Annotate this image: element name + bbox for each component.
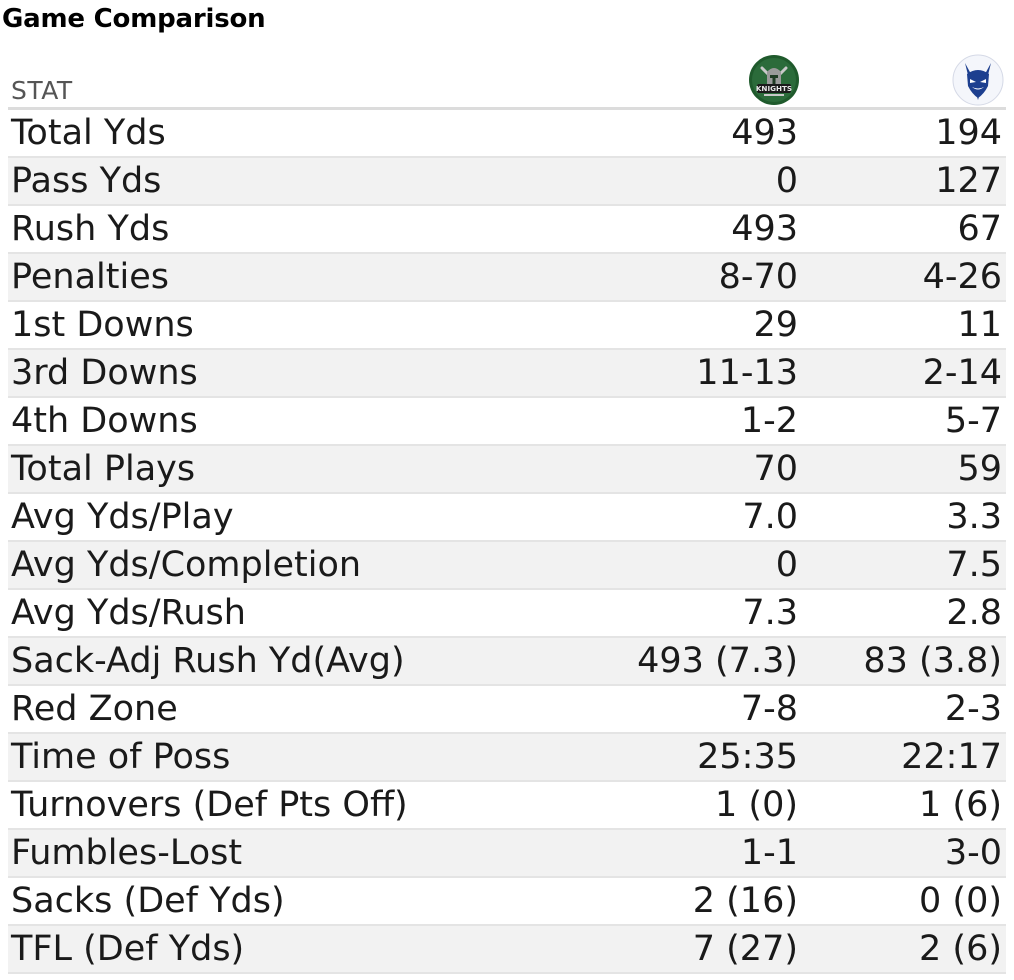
team1-value: 11-13 bbox=[696, 353, 798, 393]
team1-value: 493 (7.3) bbox=[637, 641, 798, 681]
team1-value: 2 (16) bbox=[692, 881, 798, 921]
page-title: Game Comparison bbox=[2, 4, 266, 34]
stat-label: Avg Yds/Play bbox=[11, 497, 234, 537]
team2-value: 0 (0) bbox=[919, 881, 1002, 921]
team2-value: 2.8 bbox=[946, 593, 1002, 633]
table-row: Turnovers (Def Pts Off) 1 (0) 1 (6) bbox=[8, 781, 1006, 829]
team2-value: 3-0 bbox=[944, 833, 1002, 873]
table-row: Rush Yds 493 67 bbox=[8, 205, 1006, 253]
table-row: Avg Yds/Completion 0 7.5 bbox=[8, 541, 1006, 589]
team2-value: 5-7 bbox=[944, 401, 1002, 441]
table-row: 4th Downs 1-2 5-7 bbox=[8, 397, 1006, 445]
stat-label: Rush Yds bbox=[11, 209, 170, 249]
team2-value: 194 bbox=[935, 113, 1002, 153]
team1-value: 493 bbox=[731, 113, 798, 153]
team1-value: 7 (27) bbox=[692, 929, 798, 969]
stat-label: Avg Yds/Completion bbox=[11, 545, 362, 585]
table-row: Penalties 8-70 4-26 bbox=[8, 253, 1006, 301]
game-comparison-table: STAT KNIGHTS bbox=[8, 54, 1006, 974]
stat-column-header: STAT bbox=[11, 76, 73, 105]
team2-value: 1 (6) bbox=[919, 785, 1002, 825]
team1-value: 7-8 bbox=[740, 689, 798, 729]
team1-value: 8-70 bbox=[718, 257, 798, 297]
knights-logo-text: KNIGHTS bbox=[756, 84, 792, 93]
team2-value: 127 bbox=[935, 161, 1002, 201]
team1-value: 7.0 bbox=[742, 497, 798, 537]
stat-label: 1st Downs bbox=[11, 305, 194, 345]
team1-value: 1 (0) bbox=[715, 785, 798, 825]
stat-label: Fumbles-Lost bbox=[11, 833, 243, 873]
team2-value: 83 (3.8) bbox=[863, 641, 1002, 681]
table-row: 1st Downs 29 11 bbox=[8, 301, 1006, 349]
stat-label: 4th Downs bbox=[11, 401, 198, 441]
stat-label: Time of Poss bbox=[11, 737, 231, 777]
team1-value: 1-1 bbox=[740, 833, 798, 873]
table-row: 3rd Downs 11-13 2-14 bbox=[8, 349, 1006, 397]
team1-column-header: KNIGHTS bbox=[598, 54, 802, 109]
team2-value: 4-26 bbox=[922, 257, 1002, 297]
stat-label: Sack-Adj Rush Yd(Avg) bbox=[11, 641, 405, 681]
team2-value: 59 bbox=[957, 449, 1002, 489]
table-row: Pass Yds 0 127 bbox=[8, 157, 1006, 205]
table-row: Sacks (Def Yds) 2 (16) 0 (0) bbox=[8, 877, 1006, 925]
stat-label: Sacks (Def Yds) bbox=[11, 881, 285, 921]
table-row: Total Yds 493 194 bbox=[8, 109, 1006, 157]
stat-label: TFL (Def Yds) bbox=[11, 929, 245, 969]
team2-value: 2-14 bbox=[922, 353, 1002, 393]
stat-label: Total Yds bbox=[11, 113, 166, 153]
team2-value: 2 (6) bbox=[919, 929, 1002, 969]
team1-value: 0 bbox=[775, 161, 798, 201]
knights-logo-icon[interactable]: KNIGHTS bbox=[748, 54, 800, 106]
team1-value: 7.3 bbox=[742, 593, 798, 633]
stat-label: Penalties bbox=[11, 257, 169, 297]
table-row: Fumbles-Lost 1-1 3-0 bbox=[8, 829, 1006, 877]
team2-value: 7.5 bbox=[946, 545, 1002, 585]
team2-value: 2-3 bbox=[944, 689, 1002, 729]
team2-value: 22:17 bbox=[901, 737, 1002, 777]
blue-devil-logo-icon[interactable] bbox=[952, 54, 1004, 106]
stat-label: Red Zone bbox=[11, 689, 178, 729]
table-row: Avg Yds/Rush 7.3 2.8 bbox=[8, 589, 1006, 637]
team1-value: 1-2 bbox=[740, 401, 798, 441]
table-row: TFL (Def Yds) 7 (27) 2 (6) bbox=[8, 925, 1006, 973]
table-header-row: STAT KNIGHTS bbox=[8, 54, 1006, 109]
table-row: Total Plays 70 59 bbox=[8, 445, 1006, 493]
table-row: Time of Poss 25:35 22:17 bbox=[8, 733, 1006, 781]
team1-value: 70 bbox=[753, 449, 798, 489]
stat-label: 3rd Downs bbox=[11, 353, 198, 393]
table-row: Avg Yds/Play 7.0 3.3 bbox=[8, 493, 1006, 541]
stat-label: Total Plays bbox=[11, 449, 196, 489]
team2-value: 11 bbox=[957, 305, 1002, 345]
team1-value: 25:35 bbox=[697, 737, 798, 777]
table-row: Sack-Adj Rush Yd(Avg) 493 (7.3) 83 (3.8) bbox=[8, 637, 1006, 685]
team1-value: 493 bbox=[731, 209, 798, 249]
team1-value: 29 bbox=[753, 305, 798, 345]
stat-label: Pass Yds bbox=[11, 161, 162, 201]
stat-label: Turnovers (Def Pts Off) bbox=[11, 785, 408, 825]
team2-value: 67 bbox=[957, 209, 1002, 249]
team2-column-header bbox=[802, 54, 1006, 109]
team1-value: 0 bbox=[775, 545, 798, 585]
team2-value: 3.3 bbox=[946, 497, 1002, 537]
table-row: Red Zone 7-8 2-3 bbox=[8, 685, 1006, 733]
stat-label: Avg Yds/Rush bbox=[11, 593, 246, 633]
